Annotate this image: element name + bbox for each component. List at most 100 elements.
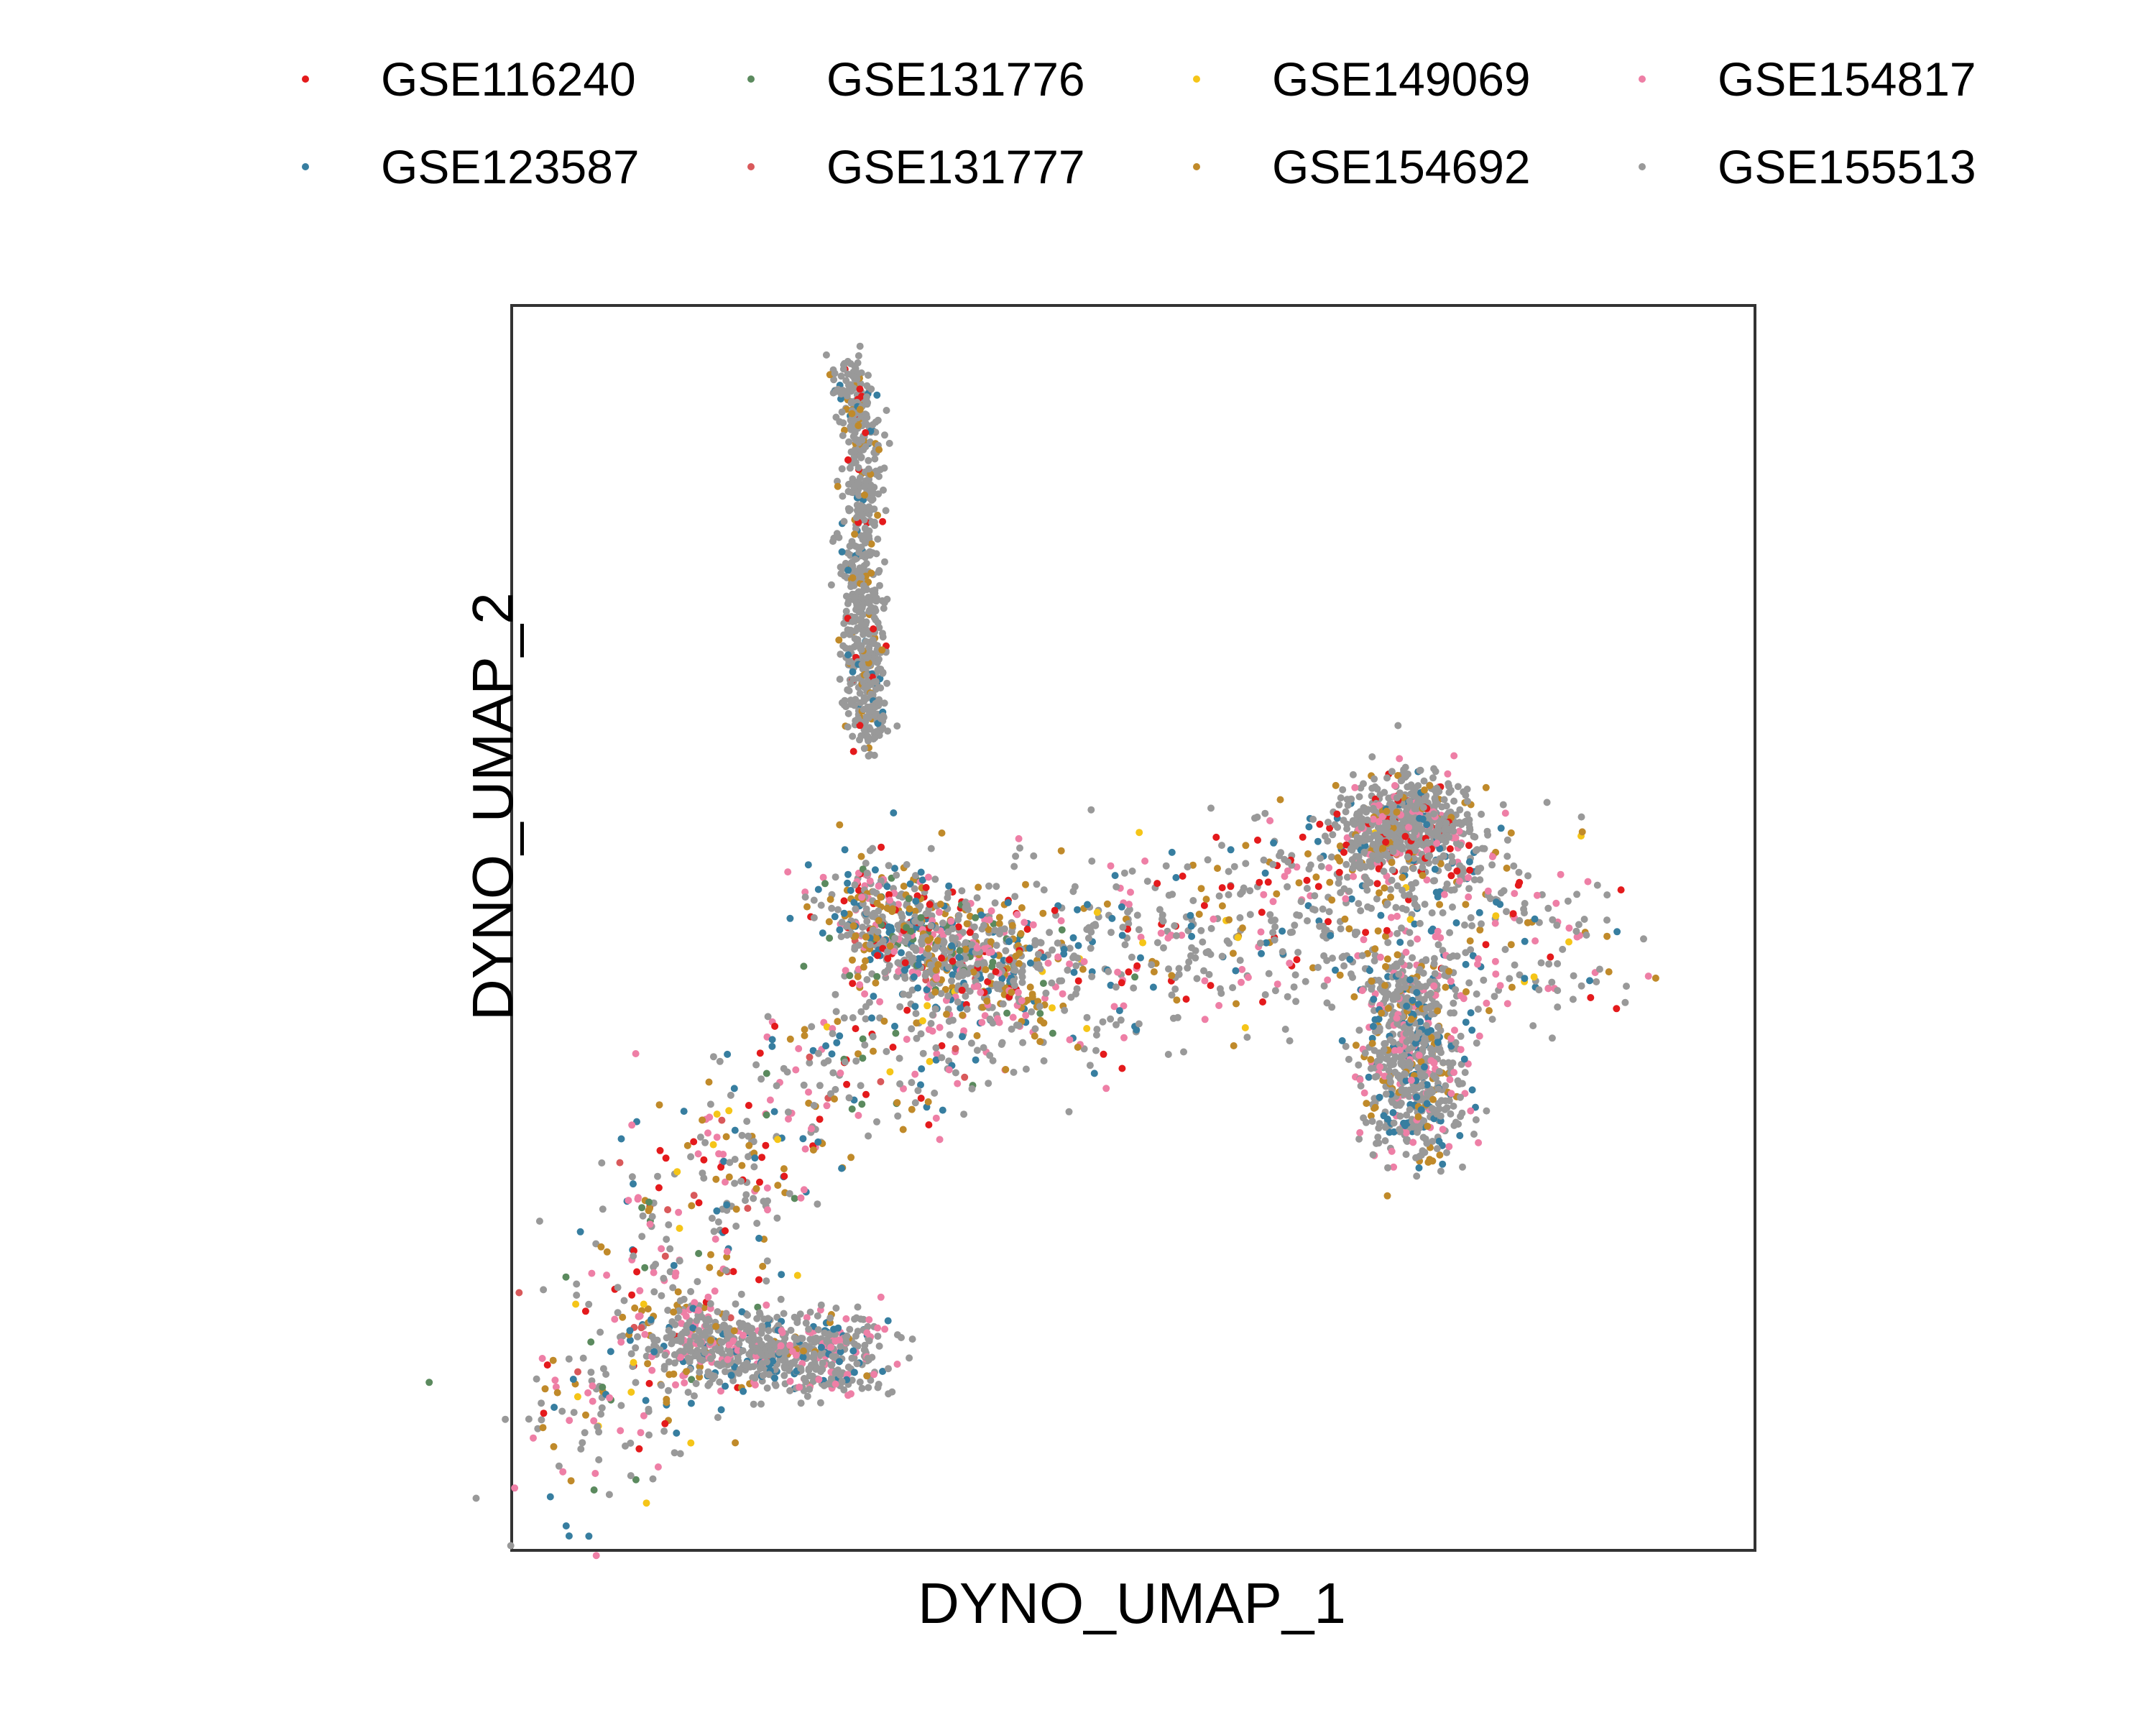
scatter-point: [908, 986, 916, 994]
scatter-point: [1293, 956, 1301, 964]
scatter-point: [1259, 998, 1266, 1006]
scatter-point: [762, 1141, 770, 1149]
scatter-point: [617, 1135, 625, 1143]
scatter-point: [1099, 1018, 1107, 1026]
scatter-point: [854, 359, 862, 367]
scatter-point: [992, 980, 1000, 988]
scatter-point: [1351, 783, 1359, 791]
scatter-point: [1402, 948, 1410, 956]
scatter-point: [635, 1312, 642, 1320]
scatter-point: [1447, 808, 1455, 816]
scatter-point: [860, 1315, 867, 1323]
scatter-point: [1273, 980, 1281, 988]
scatter-point: [916, 919, 924, 926]
scatter-point: [1416, 840, 1423, 847]
scatter-point: [1430, 960, 1438, 967]
scatter-point: [1402, 1077, 1410, 1085]
scatter-point: [1355, 1061, 1363, 1069]
scatter-point: [923, 986, 931, 993]
scatter-point: [1394, 772, 1402, 779]
scatter-point: [648, 1213, 656, 1220]
scatter-point: [696, 1133, 704, 1141]
scatter-point: [1401, 832, 1409, 840]
scatter-point: [549, 1356, 557, 1364]
scatter-point: [1323, 999, 1331, 1007]
scatter-point: [1162, 862, 1170, 870]
scatter-point: [717, 1406, 725, 1414]
scatter-point: [1383, 900, 1391, 908]
scatter-point: [750, 1400, 757, 1408]
scatter-point: [1429, 877, 1437, 885]
scatter-point: [985, 1080, 992, 1087]
scatter-point: [750, 1195, 757, 1202]
scatter-point: [934, 961, 942, 968]
scatter-point: [632, 1344, 640, 1352]
scatter-point: [573, 1292, 581, 1299]
legend-item: GSE154692: [1193, 131, 1531, 203]
scatter-point: [1021, 919, 1028, 926]
scatter-point: [1114, 968, 1122, 976]
scatter-point: [860, 532, 867, 540]
scatter-point: [1269, 898, 1277, 906]
scatter-point: [1434, 941, 1442, 949]
scatter-point: [1439, 852, 1447, 860]
scatter-point: [587, 1368, 595, 1376]
scatter-point: [816, 1399, 824, 1407]
scatter-point: [879, 518, 887, 525]
scatter-point: [1066, 1036, 1074, 1044]
scatter-point: [1343, 825, 1351, 833]
scatter-point: [1370, 1046, 1378, 1054]
scatter-point: [525, 1415, 533, 1423]
scatter-point: [747, 1324, 754, 1332]
scatter-point: [1417, 1082, 1425, 1089]
scatter-point: [854, 464, 862, 472]
scatter-point: [1341, 915, 1349, 923]
scatter-point: [814, 1138, 822, 1146]
scatter-point: [632, 1050, 640, 1057]
scatter-point: [834, 906, 842, 914]
scatter-point: [1401, 1070, 1409, 1078]
scatter-point: [820, 1381, 828, 1389]
scatter-point: [802, 1378, 810, 1386]
scatter-point: [809, 1046, 817, 1054]
scatter-point: [664, 1307, 672, 1314]
scatter-point: [1437, 860, 1445, 868]
scatter-point: [917, 1095, 925, 1102]
scatter-point: [1457, 992, 1465, 1000]
scatter-point: [1171, 985, 1179, 993]
scatter-point: [763, 1111, 770, 1119]
scatter-point: [1326, 878, 1334, 886]
scatter-point: [727, 1314, 734, 1322]
scatter-point: [1382, 1090, 1390, 1098]
scatter-point: [1475, 908, 1483, 916]
scatter-point: [851, 1340, 859, 1348]
scatter-point: [926, 1057, 934, 1065]
scatter-point: [1009, 1013, 1017, 1021]
scatter-point: [1473, 1039, 1480, 1047]
scatter-point: [874, 511, 882, 519]
scatter-point: [1403, 1002, 1411, 1010]
scatter-point: [806, 1386, 814, 1393]
legend-marker: [302, 75, 309, 83]
scatter-point: [1445, 967, 1453, 975]
scatter-point: [1066, 944, 1074, 952]
scatter-point: [1290, 983, 1298, 991]
scatter-point: [1036, 939, 1044, 947]
scatter-point: [676, 1225, 683, 1232]
scatter-point: [1371, 990, 1379, 998]
scatter-point: [890, 947, 898, 955]
scatter-point: [1497, 824, 1505, 832]
scatter-point: [885, 923, 893, 931]
scatter-point: [952, 934, 959, 942]
scatter-point: [1342, 860, 1350, 868]
scatter-point: [1482, 941, 1490, 949]
scatter-point: [1434, 1039, 1442, 1046]
scatter-point: [737, 1290, 745, 1298]
scatter-point: [870, 993, 877, 1000]
scatter-point: [840, 1014, 848, 1022]
scatter-point: [842, 592, 850, 600]
scatter-point: [1394, 722, 1402, 730]
scatter-point: [759, 1262, 767, 1270]
scatter-point: [877, 1078, 885, 1085]
scatter-point: [1419, 872, 1427, 879]
